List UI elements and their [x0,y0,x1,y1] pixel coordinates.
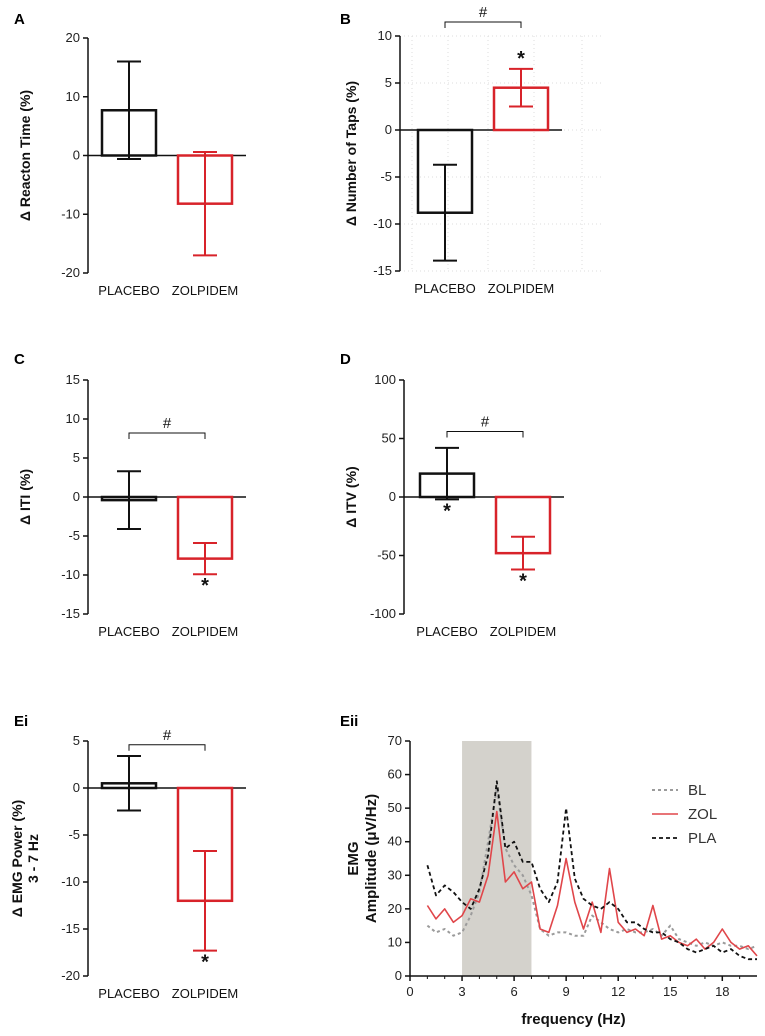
legend-label-pla: PLA [688,830,716,847]
significance-hash: # [481,413,490,430]
x-tick-label: 6 [510,984,517,999]
x-axis-label: frequency (Hz) [521,1011,625,1028]
significance-hash: # [479,4,488,21]
y-axis-label: Δ ITI (%) [17,469,33,525]
y-tick-label: -20 [61,265,80,280]
series-line-zol [426,810,758,957]
panel-eii-chart: 0 10 20 30 40 50 60 70 0 3 6 9 12 15 18 frequency (Hz) E… [345,733,758,1028]
y-tick-label: -100 [370,606,396,621]
y-tick-label: 10 [66,411,80,426]
y-tick-label: 20 [66,30,80,45]
y-tick-label: -15 [61,606,80,621]
y-tick-label: 50 [382,431,396,446]
category-label: ZOLPIDEM [172,283,238,298]
y-tick-label: 10 [388,934,402,949]
y-axis-label: EMG [345,841,362,875]
category-label: PLACEBO [414,281,475,296]
y-tick-label: 100 [374,372,396,387]
y-tick-label: 40 [388,834,402,849]
y-tick-label: 0 [73,780,80,795]
y-tick-label: -10 [61,567,80,582]
panel-letter-a: A [14,11,25,28]
panel-letter-eii: Eii [340,713,358,730]
significance-bracket [128,744,206,751]
significance-bracket [446,430,524,438]
y-axis-label-2: Amplitude (μV/Hz) [363,794,380,923]
y-tick-label: -15 [61,921,80,936]
y-tick-label: 60 [388,767,402,782]
y-tick-label: 0 [395,968,402,983]
significance-star: * [201,575,209,597]
y-tick-label: 0 [73,489,80,504]
category-label: ZOLPIDEM [172,986,238,1001]
panel-ei-chart: -20 -15 -10 -5 0 5 Δ EMG Power (%) 3 - 7 Hz PLAC… [9,727,246,1001]
y-tick-label: 0 [385,122,392,137]
y-tick-label: -5 [68,827,80,842]
panel-letter-ei: Ei [14,713,28,730]
category-label: ZOLPIDEM [490,624,556,639]
series-line-pla [426,780,757,961]
y-tick-label: -5 [68,528,80,543]
x-tick-label: 3 [458,984,465,999]
category-label: PLACEBO [98,624,159,639]
category-label: ZOLPIDEM [488,281,554,296]
significance-star: * [519,571,527,593]
y-tick-label: 70 [388,733,402,748]
y-tick-label: 30 [388,867,402,882]
y-axis-label: Δ Number of Taps (%) [343,81,359,226]
significance-hash: # [163,727,172,744]
significance-bracket [444,21,522,28]
panel-a-chart: -20 -10 0 10 20 Δ Reacton Time (%) PLACEBO ZOLP… [17,30,246,298]
panel-letter-d: D [340,351,351,368]
legend-label-bl: BL [688,782,706,799]
y-tick-label: -15 [373,263,392,278]
significance-star: * [201,952,209,974]
panel-d-chart: -100 -50 0 50 100 Δ ITV (%) PLACEBO * ZOLPIDEM * # [343,372,564,639]
legend-label-zol: ZOL [688,806,717,823]
y-tick-label: 5 [73,450,80,465]
y-tick-label: -10 [61,206,80,221]
y-tick-label: 5 [385,75,392,90]
panel-b-chart: -15 -10 -5 0 5 10 Δ Number of Taps (%) PLACEBO Z… [343,4,602,296]
y-tick-label: 10 [66,89,80,104]
x-tick-label: 0 [406,984,413,999]
y-tick-label: 0 [389,489,396,504]
x-tick-label: 18 [715,984,729,999]
series-line-bl [426,787,758,951]
x-tick-label: 9 [563,984,570,999]
y-tick-label: -10 [61,874,80,889]
y-tick-label: 0 [73,148,80,163]
category-label: PLACEBO [416,624,477,639]
category-label: PLACEBO [98,283,159,298]
y-axis-label: Δ ITV (%) [343,466,359,527]
significance-bracket [128,432,206,440]
y-tick-label: -50 [377,548,396,563]
y-axis-label: Δ EMG Power (%) [9,800,25,917]
y-tick-label: 20 [388,901,402,916]
x-tick-label: 12 [611,984,625,999]
significance-star: * [517,48,525,70]
y-tick-label: -10 [373,216,392,231]
shaded-band [462,741,532,976]
category-label: PLACEBO [98,986,159,1001]
category-label: ZOLPIDEM [172,624,238,639]
y-tick-label: 50 [388,800,402,815]
y-tick-label: -20 [61,968,80,983]
y-axis-label-2: 3 - 7 Hz [25,834,41,883]
significance-hash: # [163,415,172,432]
y-tick-label: 5 [73,733,80,748]
x-tick-label: 15 [663,984,677,999]
y-axis-label: Δ Reacton Time (%) [17,90,33,221]
panel-letter-c: C [14,351,25,368]
y-tick-label: -5 [380,169,392,184]
panel-letter-b: B [340,11,351,28]
y-tick-label: 15 [66,372,80,387]
panel-c-chart: -15 -10 -5 0 5 10 15 Δ ITI (%) PLACEBO ZOLPIDEM * # [17,372,246,639]
y-tick-label: 10 [378,28,392,43]
significance-star: * [443,500,451,522]
